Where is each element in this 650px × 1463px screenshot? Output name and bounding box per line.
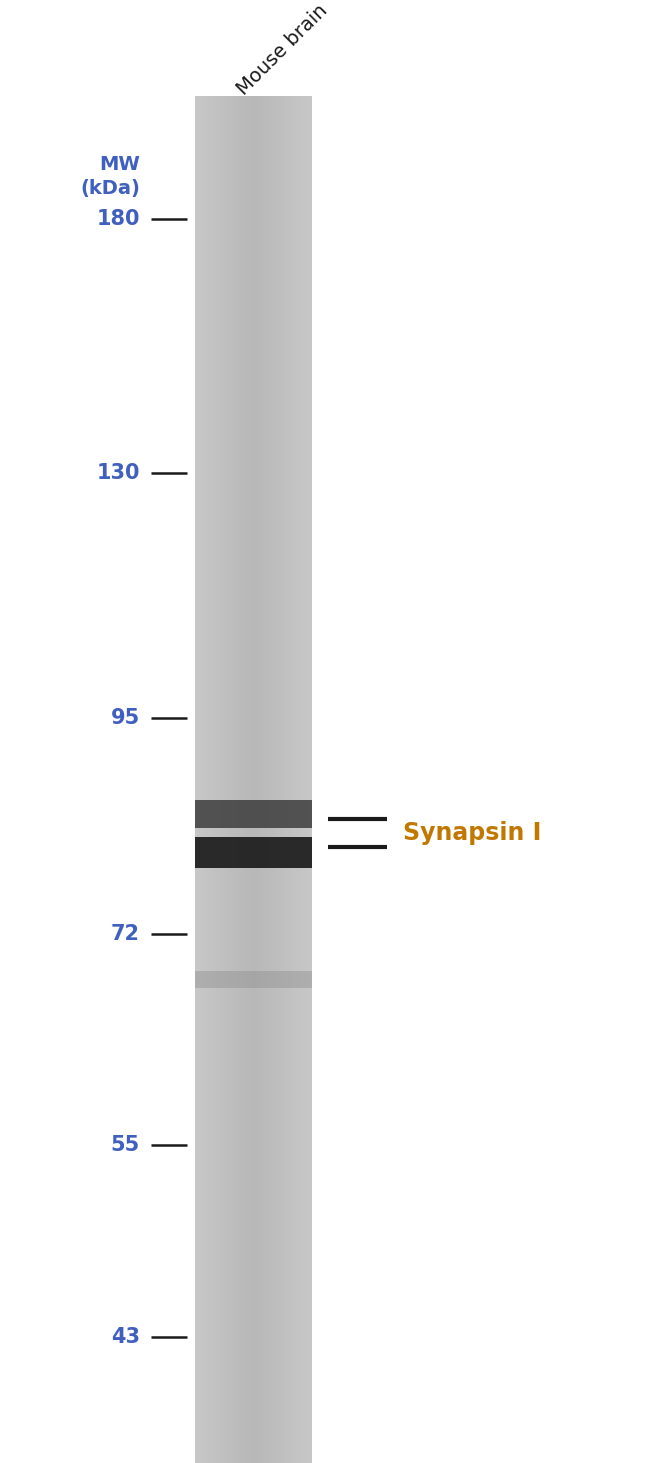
Text: 130: 130 <box>96 462 140 483</box>
Bar <box>248 97 250 1463</box>
Bar <box>279 97 281 1463</box>
Bar <box>197 97 199 1463</box>
Bar <box>214 97 216 1463</box>
Text: 95: 95 <box>111 708 140 729</box>
Bar <box>252 97 254 1463</box>
Bar <box>244 97 246 1463</box>
Bar <box>201 97 203 1463</box>
Text: MW
(kDa): MW (kDa) <box>80 155 140 198</box>
Bar <box>285 97 287 1463</box>
Bar <box>302 97 304 1463</box>
Bar <box>281 97 283 1463</box>
Bar <box>207 97 209 1463</box>
Bar <box>195 970 312 988</box>
Bar <box>213 97 214 1463</box>
Bar <box>236 97 238 1463</box>
Bar <box>259 97 261 1463</box>
Bar <box>296 97 298 1463</box>
Bar <box>203 97 205 1463</box>
Bar <box>275 97 277 1463</box>
Bar <box>216 97 218 1463</box>
Bar <box>232 97 234 1463</box>
Text: 55: 55 <box>111 1135 140 1154</box>
Bar <box>292 97 294 1463</box>
Bar <box>310 97 312 1463</box>
Bar <box>195 800 312 828</box>
Bar <box>261 97 263 1463</box>
Bar <box>246 97 248 1463</box>
Bar <box>283 97 285 1463</box>
Bar <box>224 97 226 1463</box>
Bar <box>255 97 257 1463</box>
Bar <box>257 97 259 1463</box>
Bar <box>195 97 312 1463</box>
Bar <box>240 97 242 1463</box>
Bar <box>195 837 312 868</box>
Bar <box>238 97 240 1463</box>
Bar <box>269 97 271 1463</box>
Bar <box>273 97 275 1463</box>
Bar <box>222 97 224 1463</box>
Bar <box>228 97 230 1463</box>
Bar <box>267 97 269 1463</box>
Bar <box>287 97 289 1463</box>
Bar <box>277 97 279 1463</box>
Bar <box>205 97 207 1463</box>
Bar <box>220 97 222 1463</box>
Bar <box>298 97 300 1463</box>
Bar <box>289 97 291 1463</box>
Bar <box>230 97 232 1463</box>
Bar <box>265 97 267 1463</box>
Bar <box>211 97 213 1463</box>
Bar <box>195 97 197 1463</box>
Text: 72: 72 <box>111 925 140 945</box>
Text: Synapsin I: Synapsin I <box>403 821 541 846</box>
Text: 43: 43 <box>111 1327 140 1347</box>
Bar <box>300 97 302 1463</box>
Bar <box>234 97 236 1463</box>
Bar <box>294 97 296 1463</box>
Bar <box>271 97 273 1463</box>
Bar <box>291 97 292 1463</box>
Bar <box>254 97 255 1463</box>
Bar <box>250 97 252 1463</box>
Bar <box>199 97 201 1463</box>
Bar <box>209 97 211 1463</box>
Text: 180: 180 <box>96 209 140 228</box>
Bar <box>308 97 310 1463</box>
Bar <box>263 97 265 1463</box>
Bar <box>304 97 306 1463</box>
Bar <box>306 97 308 1463</box>
Bar <box>218 97 220 1463</box>
Bar <box>242 97 244 1463</box>
Text: Mouse brain: Mouse brain <box>233 0 332 98</box>
Bar <box>226 97 228 1463</box>
